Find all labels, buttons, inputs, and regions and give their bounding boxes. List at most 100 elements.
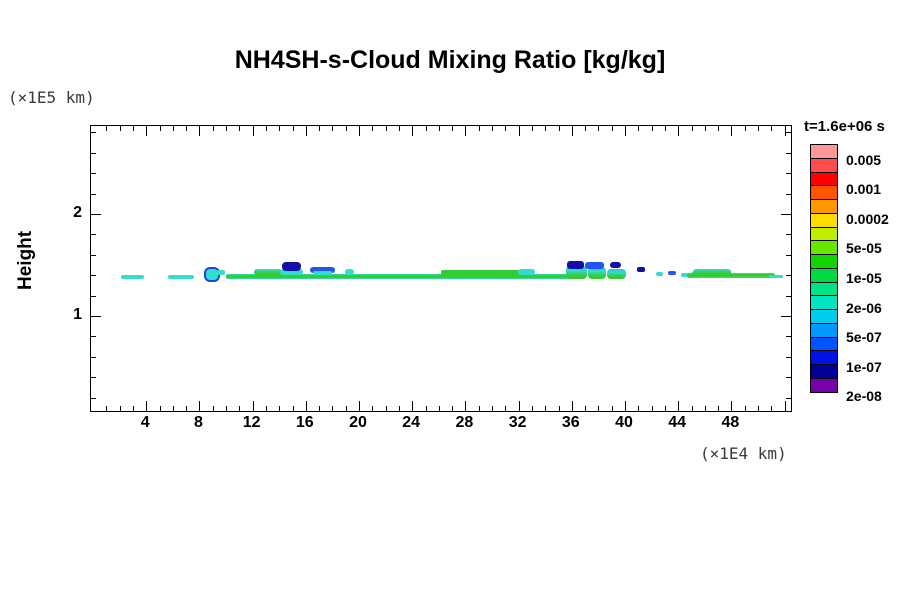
- x-major-tick: [412, 401, 414, 411]
- x-minor-tick: [664, 406, 666, 411]
- x-minor-tick: [172, 406, 174, 411]
- y-minor-tick: [786, 152, 791, 154]
- x-minor-tick: [159, 406, 161, 411]
- x-minor-tick: [186, 406, 188, 411]
- legend-color-cell: [810, 295, 838, 311]
- y-minor-tick: [91, 397, 96, 399]
- x-major-tick: [252, 401, 254, 411]
- x-major-tick: [465, 401, 467, 411]
- y-minor-tick: [91, 173, 96, 175]
- cloud-blob: [607, 269, 626, 279]
- cloud-blob: [769, 275, 783, 278]
- x-minor-tick: [239, 126, 241, 131]
- x-minor-tick: [385, 406, 387, 411]
- x-minor-tick: [545, 126, 547, 131]
- x-minor-tick: [771, 406, 773, 411]
- y-minor-tick: [786, 356, 791, 358]
- y-minor-tick: [786, 275, 791, 277]
- y-axis-title: Height: [15, 230, 36, 290]
- y-minor-tick: [91, 193, 96, 195]
- y-axis-unit-label: (×1E5 km): [8, 88, 95, 107]
- x-minor-tick: [558, 126, 560, 131]
- x-minor-tick: [319, 406, 321, 411]
- x-major-tick: [625, 126, 626, 136]
- x-minor-tick: [279, 126, 281, 131]
- x-minor-tick: [398, 126, 400, 131]
- x-minor-tick: [385, 126, 387, 131]
- x-minor-tick: [718, 126, 720, 131]
- y-tick-label: 1: [73, 306, 82, 323]
- x-tick-label: 4: [140, 414, 150, 431]
- y-tick-label: 2: [73, 204, 82, 221]
- x-minor-tick: [186, 126, 188, 131]
- legend-value-label: 1e-07: [846, 358, 882, 375]
- x-minor-tick: [119, 406, 121, 411]
- legend-color-cell: [810, 267, 838, 283]
- x-minor-tick: [744, 126, 746, 131]
- y-minor-tick: [786, 295, 791, 297]
- legend-color-cell: [810, 171, 838, 187]
- cloud-blob: [121, 275, 144, 279]
- x-minor-tick: [704, 126, 706, 131]
- cloud-blob: [637, 267, 645, 272]
- x-minor-tick: [132, 126, 134, 131]
- legend-time-label: t=1.6e+06 s: [804, 118, 885, 135]
- x-tick-label: 32: [508, 414, 527, 431]
- y-minor-tick: [91, 234, 96, 236]
- x-minor-tick: [425, 126, 427, 131]
- cloud-blob: [668, 271, 676, 275]
- x-tick-label: 16: [295, 414, 314, 431]
- x-minor-tick: [119, 126, 121, 131]
- x-tick-label: 20: [349, 414, 367, 431]
- y-major-tick: [781, 316, 791, 317]
- cloud-blob: [656, 272, 663, 276]
- cloud-blob: [168, 275, 194, 279]
- x-major-tick: [518, 126, 520, 136]
- legend-colorbar: [810, 144, 838, 393]
- x-major-tick: [146, 126, 148, 136]
- x-minor-tick: [505, 406, 507, 411]
- legend-value-label: 0.001: [846, 181, 882, 198]
- y-major-tick: [91, 214, 101, 215]
- x-major-tick: [784, 126, 786, 136]
- x-minor-tick: [585, 406, 587, 411]
- cloud-blob: [687, 273, 775, 278]
- x-major-tick: [146, 401, 148, 411]
- legend-color-cell: [810, 378, 838, 393]
- x-major-tick: [252, 126, 254, 136]
- y-major-tick: [781, 214, 791, 215]
- legend-value-label: 5e-07: [846, 329, 882, 346]
- x-minor-tick: [438, 406, 440, 411]
- x-major-tick: [784, 401, 786, 411]
- cloud-blob: [518, 269, 535, 275]
- y-minor-tick: [786, 193, 791, 195]
- legend-color-cell: [810, 364, 838, 380]
- x-minor-tick: [319, 126, 321, 131]
- cloud-blob: [226, 274, 580, 279]
- x-minor-tick: [651, 126, 653, 131]
- x-minor-tick: [505, 126, 507, 131]
- x-minor-tick: [531, 126, 533, 131]
- x-major-tick: [518, 401, 520, 411]
- x-minor-tick: [438, 126, 440, 131]
- y-minor-tick: [91, 336, 96, 338]
- x-tick-label: 36: [561, 414, 580, 431]
- x-minor-tick: [292, 126, 294, 131]
- x-minor-tick: [758, 126, 759, 131]
- x-minor-tick: [332, 126, 334, 131]
- cloud-blob: [280, 269, 303, 275]
- cloud-blob: [588, 267, 606, 279]
- x-minor-tick: [598, 126, 600, 131]
- y-minor-tick: [786, 377, 791, 379]
- legend-value-label: 5e-05: [846, 240, 882, 257]
- legend-color-cell: [810, 226, 838, 242]
- x-minor-tick: [106, 126, 108, 131]
- x-minor-tick: [598, 406, 600, 411]
- x-minor-tick: [106, 406, 108, 411]
- x-major-tick: [305, 126, 307, 136]
- legend-color-cell: [810, 254, 838, 269]
- legend-color-cell: [810, 309, 838, 324]
- cloud-blob: [681, 273, 688, 277]
- x-minor-tick: [478, 126, 480, 131]
